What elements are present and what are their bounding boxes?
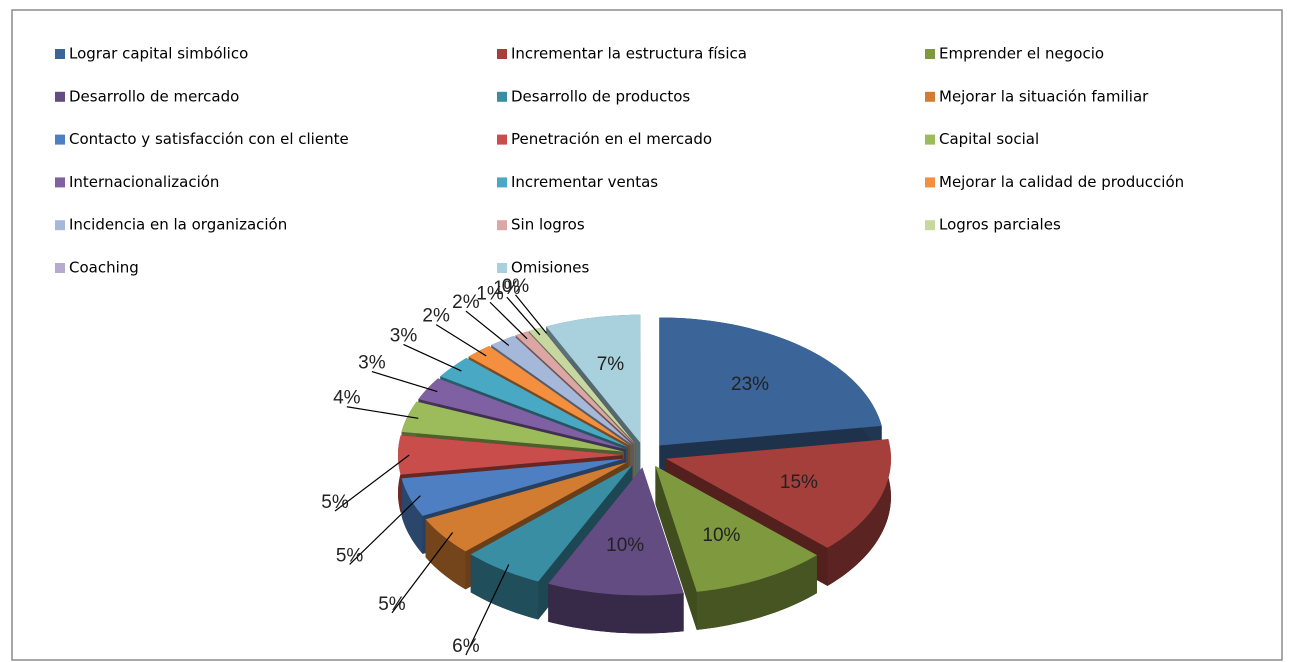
slice-edge: [655, 466, 697, 630]
slice-wall: [401, 478, 423, 554]
legend-label: Sin logros: [511, 216, 585, 234]
slice-wall: [827, 439, 891, 586]
legend-swatch: [925, 134, 935, 145]
slice-wall: [425, 519, 466, 590]
data-label: 0%: [502, 276, 530, 297]
data-label: 5%: [321, 492, 349, 513]
leader-line: [403, 343, 462, 372]
slice: [468, 346, 631, 446]
leader-line: [371, 370, 438, 393]
legend-swatch: [925, 91, 935, 102]
legend-swatch: [55, 134, 65, 145]
legend-label: Coaching: [69, 259, 139, 277]
slice-wall: [548, 583, 684, 634]
data-label: 1%: [476, 283, 504, 304]
legend-label: Emprender el negocio: [939, 45, 1104, 63]
legend-label: Mejorar la situación familiar: [939, 87, 1149, 105]
legend-label: Capital social: [939, 130, 1039, 148]
data-label: 5%: [336, 545, 364, 566]
slice: [425, 462, 628, 552]
slice: [398, 435, 623, 475]
slice-wall: [470, 554, 539, 620]
legend-swatch: [497, 91, 507, 102]
slice: [659, 317, 882, 446]
slice: [440, 358, 628, 448]
legend-label: Omisiones: [511, 259, 589, 277]
legend-swatch: [55, 220, 65, 231]
legend-label: Incrementar la estructura física: [511, 45, 747, 63]
leader-line: [435, 324, 487, 357]
data-label: 1%: [493, 278, 521, 299]
data-label: 2%: [452, 292, 480, 313]
slice: [401, 458, 625, 516]
leader-line: [465, 564, 510, 656]
data-label: 10%: [606, 535, 644, 556]
legend-label: Incidencia en la organización: [69, 216, 287, 234]
legend-swatch: [55, 177, 65, 188]
data-label: 4%: [333, 388, 361, 409]
data-label: 5%: [378, 594, 406, 615]
legend-swatch: [55, 91, 65, 102]
data-label: 10%: [702, 525, 740, 546]
legend-swatch: [497, 49, 507, 59]
legend-swatch: [55, 49, 65, 59]
slice: [515, 331, 634, 445]
slice: [401, 401, 624, 452]
legend-label: Lograr capital simbólico: [69, 45, 248, 63]
data-label: 3%: [390, 325, 418, 346]
data-labels: 23%15%10%10%6%5%5%5%4%3%3%2%2%1%1%0%7%: [321, 276, 818, 657]
legend-swatch: [497, 263, 507, 273]
data-label: 6%: [452, 636, 480, 657]
legend-label: Incrementar ventas: [511, 173, 658, 191]
legend-label: Contacto y satisfacción con el cliente: [69, 130, 349, 148]
data-label: 3%: [358, 353, 386, 374]
legend-swatch: [925, 220, 935, 231]
slice: [665, 439, 891, 548]
data-label: 2%: [422, 306, 450, 327]
legend-label: Desarrollo de productos: [511, 87, 690, 105]
legend-swatch: [497, 177, 507, 188]
pie-tops: [398, 314, 891, 596]
leader-line: [489, 301, 528, 340]
leader-line: [391, 532, 454, 614]
leader-line: [465, 310, 510, 346]
leader-line: [514, 294, 547, 334]
leader-line: [334, 454, 410, 512]
data-label: 15%: [780, 472, 818, 493]
legend-label: Mejorar la calidad de producción: [939, 173, 1184, 191]
slice: [548, 467, 684, 596]
slice: [491, 335, 633, 445]
legend-label: Penetración en el mercado: [511, 130, 712, 148]
slice: [418, 378, 626, 450]
legend-swatch: [497, 220, 507, 231]
slice: [528, 327, 636, 444]
legend-swatch: [497, 134, 507, 145]
leader-line: [349, 495, 421, 565]
legend-swatch: [925, 49, 935, 59]
slice-wall: [696, 555, 817, 630]
legend-label: Logros parciales: [939, 216, 1061, 234]
data-label: 7%: [597, 354, 625, 375]
slice: [655, 466, 817, 592]
leader-line: [506, 296, 541, 336]
slice: [470, 465, 633, 582]
legend-label: Internacionalización: [69, 173, 219, 191]
slice: [546, 314, 641, 443]
data-label: 23%: [731, 374, 769, 395]
leader-line: [346, 406, 419, 419]
legend-swatch: [925, 177, 935, 188]
legend-swatch: [55, 263, 65, 273]
legend-label: Desarrollo de mercado: [69, 87, 239, 105]
